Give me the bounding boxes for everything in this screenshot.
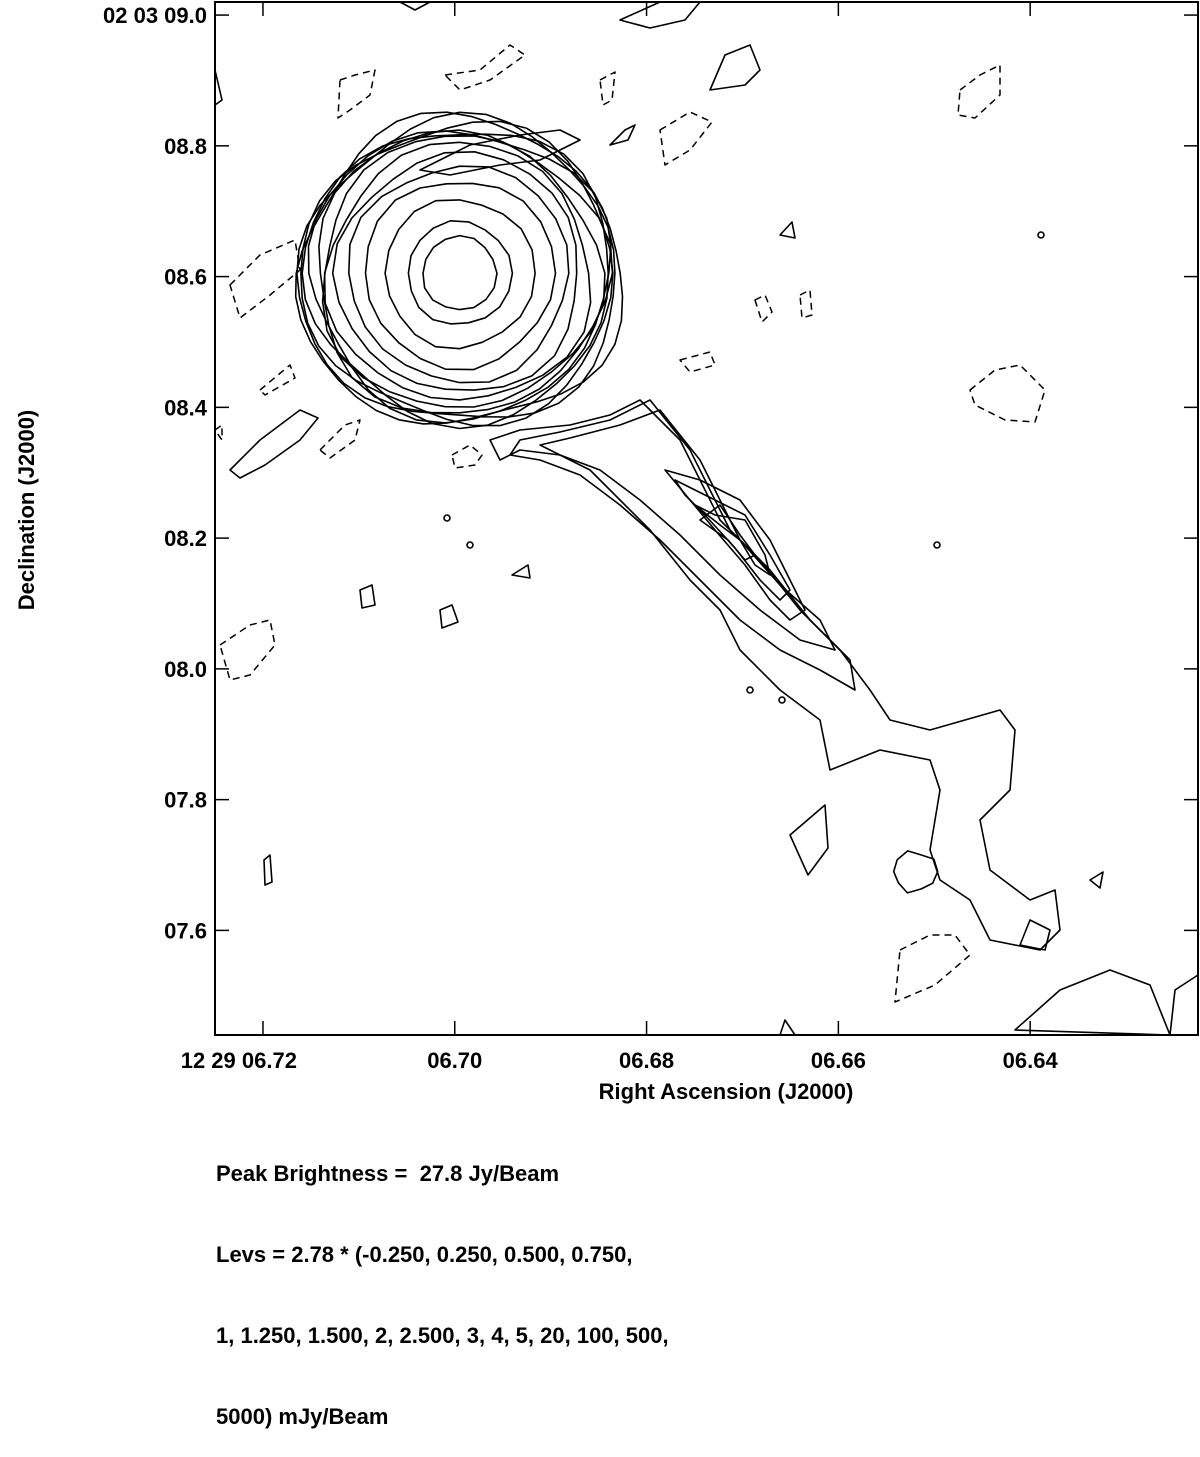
negative-contour bbox=[319, 419, 361, 459]
negative-contour bbox=[969, 364, 1046, 423]
contour-speck bbox=[933, 541, 941, 549]
negative-contour bbox=[599, 71, 616, 106]
contour-lines bbox=[214, 1, 1199, 1036]
negative-contour bbox=[259, 364, 296, 396]
core-contour bbox=[301, 133, 609, 430]
y-tick-label: 08.2 bbox=[164, 526, 207, 551]
contour-speck bbox=[1037, 231, 1045, 239]
x-tick-label: 12 29 06.72 bbox=[181, 1048, 297, 1073]
jet-contour bbox=[489, 399, 1061, 951]
contour-speck bbox=[778, 696, 786, 704]
x-tick-label: 06.68 bbox=[619, 1048, 674, 1073]
core-contour bbox=[318, 129, 614, 414]
core-contour bbox=[300, 120, 614, 427]
caption: Peak Brightness = 27.8 Jy/Beam Levs = 2.… bbox=[216, 1106, 669, 1457]
axis-ticks bbox=[215, 2, 1198, 1035]
core-contour bbox=[321, 135, 606, 408]
contour-island bbox=[779, 221, 796, 239]
contour-speck bbox=[746, 686, 754, 694]
negative-contour bbox=[894, 934, 971, 1003]
contour-island bbox=[359, 584, 376, 609]
negative-contour bbox=[229, 239, 301, 319]
jet-contour bbox=[699, 504, 756, 561]
levels-line-3: 5000) mJy/Beam bbox=[216, 1404, 389, 1429]
x-axis-title: Right Ascension (J2000) bbox=[599, 1079, 854, 1104]
negative-contour bbox=[659, 111, 713, 166]
contour-island bbox=[263, 854, 273, 886]
y-tick-label: 08.8 bbox=[164, 134, 207, 159]
y-tick-label: 08.6 bbox=[164, 265, 207, 290]
negative-contour bbox=[957, 64, 1001, 119]
core-contour bbox=[422, 234, 498, 311]
contour-island bbox=[419, 129, 581, 176]
contour-island bbox=[214, 69, 223, 106]
core-contour bbox=[307, 130, 612, 424]
negative-contour bbox=[679, 351, 716, 373]
levels-line-2: 1, 1.250, 1.500, 2, 2.500, 3, 4, 5, 20, … bbox=[216, 1323, 669, 1348]
core-contour bbox=[348, 165, 570, 384]
contour-island bbox=[1089, 871, 1104, 889]
y-tick-label: 07.6 bbox=[164, 918, 207, 943]
core-contour bbox=[407, 220, 514, 325]
negative-contour bbox=[444, 44, 526, 91]
y-tick-label: 08.0 bbox=[164, 657, 207, 682]
negative-contour bbox=[219, 619, 276, 681]
negative-contour bbox=[799, 289, 813, 319]
contour-plot: 12 29 06.72 06.70 06.68 06.66 06.64 02 03 09.… bbox=[14, 1, 1199, 1104]
contour-island bbox=[399, 1, 431, 11]
core-contour bbox=[323, 141, 592, 401]
contour-island bbox=[1019, 919, 1051, 951]
knot-contour bbox=[892, 850, 939, 894]
negative-contour bbox=[451, 444, 483, 469]
contour-island bbox=[511, 564, 531, 579]
y-tick-label: 02 03 09.0 bbox=[103, 3, 207, 28]
jet-contour bbox=[664, 469, 806, 621]
core-contour bbox=[294, 111, 624, 425]
jet-contour bbox=[694, 504, 771, 576]
y-tick-label: 08.4 bbox=[164, 395, 208, 420]
contour-island bbox=[439, 604, 459, 629]
jet-contour bbox=[509, 399, 856, 691]
contour-island bbox=[1169, 974, 1199, 1036]
peak-brightness-text: Peak Brightness = 27.8 Jy/Beam bbox=[216, 1161, 560, 1186]
negative-contour bbox=[337, 69, 376, 119]
levels-line-1: Levs = 2.78 * (-0.250, 0.250, 0.500, 0.7… bbox=[216, 1242, 633, 1267]
core-contour bbox=[331, 151, 578, 391]
contour-speck bbox=[443, 514, 451, 522]
plot-frame bbox=[214, 1, 1199, 1036]
x-tick-label: 06.64 bbox=[1003, 1048, 1059, 1073]
jet-contour bbox=[539, 409, 836, 651]
tick-labels: 12 29 06.72 06.70 06.68 06.66 06.64 02 03 09.… bbox=[103, 3, 1058, 1073]
core-contour bbox=[364, 182, 557, 371]
contour-island bbox=[229, 409, 319, 479]
contour-speck bbox=[466, 541, 474, 549]
negative-contour bbox=[754, 294, 773, 323]
contour-island bbox=[609, 124, 636, 146]
contour-island bbox=[1014, 969, 1171, 1036]
contour-island bbox=[619, 1, 701, 29]
contour-island bbox=[779, 1019, 796, 1036]
x-tick-label: 06.70 bbox=[427, 1048, 482, 1073]
y-axis-title: Declination (J2000) bbox=[14, 410, 39, 611]
core-contour bbox=[384, 199, 536, 350]
contour-island bbox=[709, 44, 761, 91]
y-tick-label: 07.8 bbox=[164, 788, 207, 813]
contour-island bbox=[789, 804, 829, 876]
x-tick-label: 06.66 bbox=[811, 1048, 866, 1073]
negative-contour bbox=[214, 424, 223, 441]
